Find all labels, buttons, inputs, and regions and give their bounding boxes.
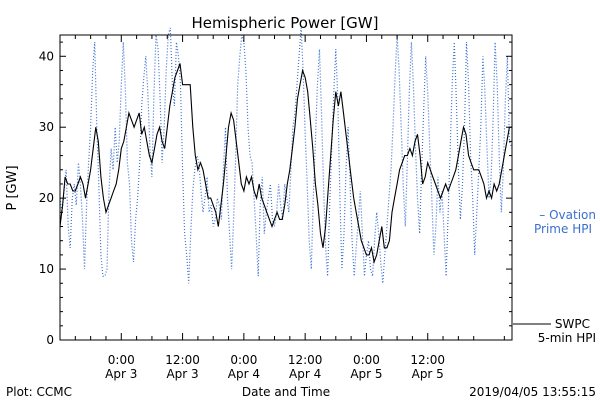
series-swpc-line (59, 63, 512, 265)
x-tick-time: 0:00 (230, 353, 257, 367)
plot-area (59, 27, 513, 284)
footer-plot-credit: Plot: CCMC (6, 385, 72, 399)
y-tick-label: 10 (39, 262, 54, 276)
footer-timestamp: 2019/04/05 13:55:15 (469, 385, 596, 399)
legend-swpc-line2: 5-min HPI (538, 331, 596, 345)
y-tick-label: 40 (39, 49, 54, 63)
plot-frame (59, 34, 513, 341)
chart-title: Hemispheric Power [GW] (192, 14, 379, 32)
x-tick-date: Apr 4 (289, 367, 321, 381)
legend-ovation: – Ovation Prime HPI (534, 208, 596, 236)
legend-ovation-line2: Prime HPI (534, 222, 592, 236)
legend-swpc: SWPC 5-min HPI (513, 317, 596, 345)
y-tick-label: 30 (39, 120, 54, 134)
y-axis-label: P [GW] (5, 165, 20, 210)
y-tick-label: 0 (46, 333, 54, 347)
x-tick-time: 0:00 (108, 353, 135, 367)
y-axis: 0 10 20 30 40 (39, 41, 512, 347)
x-tick-date: Apr 5 (412, 367, 444, 381)
x-tick-time: 0:00 (353, 353, 380, 367)
x-tick-date: Apr 3 (166, 367, 198, 381)
x-tick-time: 12:00 (410, 353, 445, 367)
x-axis-label: Date and Time (242, 385, 330, 399)
series-ovation-line (59, 27, 513, 284)
legend-swpc-line1: SWPC (555, 317, 590, 331)
x-tick-date: Apr 5 (350, 367, 382, 381)
y-tick-label: 20 (39, 191, 54, 205)
legend-ovation-line1: – Ovation (539, 208, 596, 222)
x-tick-date: Apr 4 (228, 367, 260, 381)
x-tick-time: 12:00 (165, 353, 200, 367)
x-tick-time: 12:00 (288, 353, 323, 367)
x-tick-date: Apr 3 (105, 367, 137, 381)
